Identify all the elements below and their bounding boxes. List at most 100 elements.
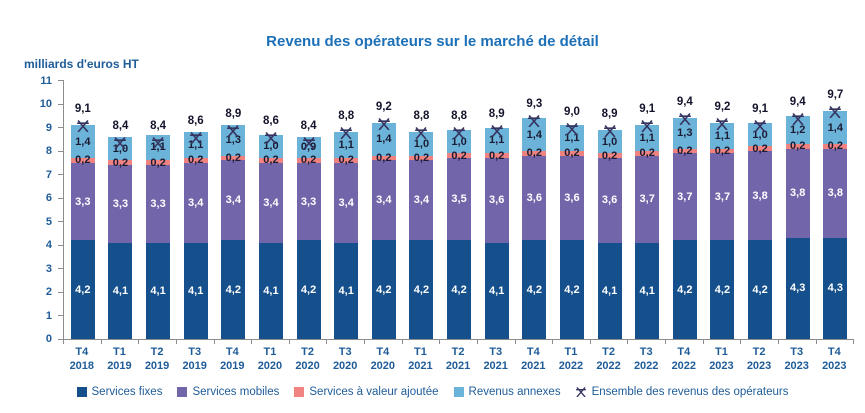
- x-label-quarter: T2: [150, 346, 164, 358]
- value-label-revenus-annexes: 1,0: [112, 142, 129, 155]
- x-axis-label-t1-2020: T1 2020: [251, 345, 289, 373]
- value-label-services-fixes: 4,2: [526, 283, 542, 296]
- x-axis-label-t1-2022: T1 2022: [552, 345, 590, 373]
- y-tick-mark: [58, 315, 63, 316]
- value-label-services-a-valeur-ajoutee: 0,2: [112, 156, 129, 169]
- segment-services-mobiles: [823, 148, 848, 238]
- bar-group-t1-2020: 4,1 3,4 0,2 1,0 8,6: [252, 80, 290, 344]
- segment-services-fixes: [522, 240, 547, 339]
- segment-services-fixes: [484, 242, 509, 339]
- segment-services-fixes: [559, 240, 584, 339]
- x-axis-label-t4-2019: T4 2019: [214, 345, 252, 373]
- segment-services-a-valeur-ajoutee: [597, 153, 622, 159]
- total-label: 8,8: [451, 110, 468, 123]
- segment-services-a-valeur-ajoutee: [785, 143, 810, 149]
- segment-revenus-annexes: [447, 129, 472, 154]
- x-axis-label-t4-2021: T4 2021: [515, 345, 553, 373]
- segment-revenus-annexes: [597, 129, 622, 154]
- value-label-services-mobiles: 3,3: [300, 195, 317, 208]
- x-marker-icon: [227, 124, 240, 138]
- x-axis-label-t2-2019: T2 2019: [138, 345, 176, 373]
- x-label-quarter: T2: [752, 346, 766, 358]
- y-tick-label-3: 3: [45, 262, 52, 275]
- value-label-services-mobiles: 3,6: [526, 192, 542, 204]
- value-label-revenus-annexes: 1,0: [601, 135, 618, 148]
- x-marker-icon: [678, 112, 691, 126]
- y-tick-label-2: 2: [45, 286, 52, 298]
- value-label-services-a-valeur-ajoutee: 0,2: [413, 152, 430, 165]
- x-marker-icon: [490, 124, 503, 138]
- x-label-year: 2018: [69, 360, 95, 372]
- value-label-revenus-annexes: 0,9: [300, 141, 317, 154]
- segment-revenus-annexes: [258, 134, 283, 159]
- x-label-quarter: T1: [113, 346, 126, 358]
- value-label-revenus-annexes: 1,1: [338, 139, 354, 152]
- segment-services-fixes: [672, 240, 697, 339]
- segment-revenus-annexes: [409, 132, 434, 156]
- total-label: 8,4: [150, 119, 167, 132]
- value-label-services-mobiles: 3,4: [338, 196, 354, 209]
- segment-services-fixes: [146, 242, 171, 339]
- y-tick-mark: [58, 150, 63, 152]
- segment-services-mobiles: [484, 158, 509, 243]
- segment-services-fixes: [183, 242, 208, 339]
- segment-services-fixes: [296, 240, 321, 339]
- x-label-year: 2023: [709, 360, 734, 372]
- x-marker-icon: [528, 114, 541, 128]
- total-label: 8,8: [413, 110, 430, 123]
- segment-services-mobiles: [409, 160, 434, 241]
- legend-item-ensemble-des-revenus-des-operateurs: Ensemble des revenus des opérateurs: [575, 386, 788, 398]
- value-label-services-mobiles: 3,8: [827, 187, 843, 200]
- value-label-revenus-annexes: 1,1: [150, 141, 166, 154]
- x-marker-icon: [565, 122, 578, 135]
- segment-services-mobiles: [785, 148, 810, 238]
- value-label-services-a-valeur-ajoutee: 0,2: [376, 152, 392, 165]
- value-label-services-fixes: 4,2: [677, 283, 693, 296]
- x-label-year: 2019: [144, 360, 170, 372]
- value-label-revenus-annexes: 1,1: [564, 132, 580, 145]
- segment-services-fixes: [748, 240, 773, 339]
- y-tick-label-4: 4: [45, 239, 52, 251]
- x-marker-icon: [340, 126, 353, 140]
- value-label-revenus-annexes: 1,4: [526, 128, 542, 141]
- bar-group-t2-2022: 4,1 3,6 0,2 1,0 8,9: [591, 80, 629, 344]
- x-axis-label-t3-2023: T3 2023: [778, 345, 816, 373]
- bar-group-t4-2018: 4,2 3,3 0,2 1,4 9,1: [64, 80, 102, 344]
- segment-services-a-valeur-ajoutee: [70, 158, 95, 163]
- value-label-services-a-valeur-ajoutee: 0,2: [526, 147, 542, 160]
- segment-services-mobiles: [221, 160, 246, 241]
- y-tick-label-1: 1: [45, 309, 52, 322]
- total-label: 8,6: [187, 114, 204, 127]
- value-label-services-a-valeur-ajoutee: 0,2: [790, 140, 806, 153]
- x-label-year: 2021: [408, 360, 433, 372]
- segment-revenus-annexes: [522, 118, 547, 151]
- segment-services-fixes: [597, 242, 622, 339]
- x-label-year: 2020: [257, 360, 283, 372]
- legend-swatch-revenus-annexes: [453, 387, 464, 397]
- segment-revenus-annexes: [635, 125, 660, 151]
- value-label-services-a-valeur-ajoutee: 0,2: [677, 145, 693, 157]
- total-label: 9,4: [676, 96, 693, 109]
- value-label-services-a-valeur-ajoutee: 0,2: [75, 154, 91, 167]
- segment-services-fixes: [710, 240, 735, 339]
- total-label: 9,1: [639, 103, 656, 116]
- bar-group-t2-2020: 4,2 3,3 0,2 0,9 8,4: [290, 80, 328, 344]
- legend: Services fixes Services mobiles Services à…: [0, 386, 865, 398]
- x-label-quarter: T3: [188, 346, 202, 358]
- total-label: 8,9: [225, 107, 242, 120]
- total-label: 9,1: [74, 103, 91, 116]
- value-label-services-mobiles: 3,7: [639, 193, 655, 206]
- legend-item-revenus-annexes: Revenus annexes: [453, 386, 561, 398]
- value-label-services-a-valeur-ajoutee: 0,2: [639, 147, 655, 160]
- bar-group-t3-2019: 4,1 3,4 0,2 1,1 8,6: [177, 80, 215, 344]
- value-label-services-mobiles: 3,3: [150, 197, 166, 210]
- x-axis-label-t3-2021: T3 2021: [477, 345, 515, 373]
- legend-item-services-a-valeur-ajoutee: Services à valeur ajoutée: [294, 386, 439, 398]
- segment-services-fixes: [70, 240, 95, 339]
- segment-services-mobiles: [108, 165, 133, 243]
- segment-services-a-valeur-ajoutee: [672, 148, 697, 154]
- axis-corner-tick: [63, 340, 64, 344]
- x-axis-label-t1-2023: T1 2023: [703, 345, 741, 373]
- value-label-services-fixes: 4,1: [263, 284, 279, 297]
- value-label-services-fixes: 4,2: [225, 283, 241, 296]
